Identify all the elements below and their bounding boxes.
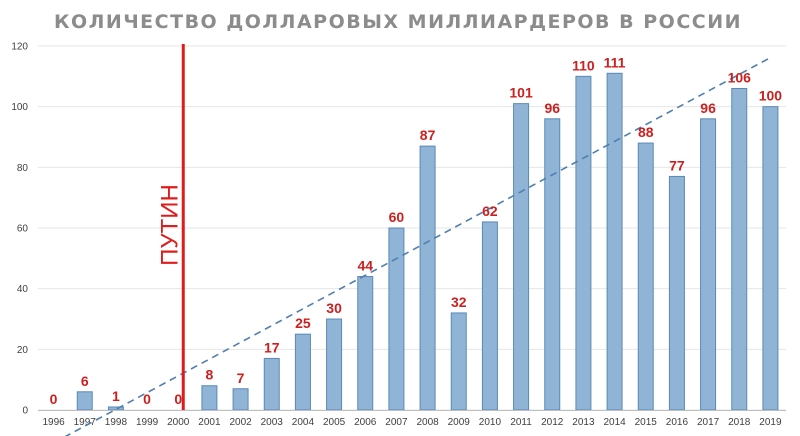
data-label: 96	[544, 100, 560, 116]
y-axis-ticks: 0 20 40 60 80 100 120	[11, 42, 28, 417]
data-label: 7	[237, 370, 245, 386]
y-tick-label: 60	[17, 224, 29, 235]
x-tick-label: 2004	[292, 417, 315, 428]
bar	[481, 221, 498, 411]
data-label: 44	[357, 258, 373, 274]
bar	[419, 145, 436, 411]
bar	[700, 118, 717, 411]
bar	[326, 318, 343, 411]
bar	[637, 142, 654, 411]
bar	[201, 385, 218, 411]
y-tick-label: 120	[11, 42, 28, 53]
data-label: 0	[50, 391, 58, 407]
bar	[762, 106, 779, 411]
data-label: 0	[174, 391, 182, 407]
x-tick-label: 2014	[603, 417, 626, 428]
x-tick-label: 2009	[448, 417, 471, 428]
x-tick-label: 1996	[42, 417, 65, 428]
annotation-label: ПУТИН	[156, 184, 183, 266]
bar	[263, 357, 280, 411]
x-tick-label: 2016	[666, 417, 689, 428]
data-label: 30	[326, 300, 342, 316]
x-axis-ticks: 1996 1997 1998 1999 2000 2001 2002 2003 2004 2005…	[42, 417, 782, 428]
data-label: 1	[112, 388, 120, 404]
bar	[294, 333, 311, 411]
x-tick-label: 2017	[697, 417, 720, 428]
x-tick-label: 2006	[354, 417, 377, 428]
chart-title: КОЛИЧЕСТВО ДОЛЛАРОВЫХ МИЛЛИАРДЕРОВ В РОС…	[54, 11, 742, 33]
data-label: 88	[638, 124, 654, 140]
x-tick-label: 2018	[728, 417, 751, 428]
x-tick-label: 2008	[416, 417, 439, 428]
data-label: 106	[728, 69, 752, 85]
x-tick-label: 1998	[105, 417, 128, 428]
data-label: 87	[420, 127, 436, 143]
y-tick-label: 80	[17, 163, 29, 174]
data-label: 8	[206, 367, 214, 383]
x-tick-label: 2012	[541, 417, 564, 428]
bar	[76, 391, 93, 411]
bars	[76, 72, 779, 411]
y-tick-label: 40	[17, 284, 29, 295]
data-label: 111	[604, 54, 626, 70]
x-tick-label: 2010	[479, 417, 502, 428]
data-label: 0	[143, 391, 151, 407]
x-tick-label: 1999	[136, 417, 159, 428]
data-label: 96	[700, 100, 716, 116]
x-tick-label: 2000	[167, 417, 190, 428]
bar	[450, 312, 467, 411]
x-tick-label: 2013	[572, 417, 595, 428]
x-tick-label: 2007	[385, 417, 408, 428]
bar	[544, 118, 561, 411]
x-tick-label: 2003	[261, 417, 284, 428]
x-tick-label: 2019	[759, 417, 782, 428]
data-label: 32	[451, 294, 467, 310]
x-tick-label: 2011	[510, 417, 532, 428]
bar	[232, 388, 249, 411]
x-tick-label: 2015	[635, 417, 658, 428]
bar	[606, 72, 623, 411]
data-label: 77	[669, 157, 685, 173]
data-label: 62	[482, 203, 498, 219]
y-tick-label: 0	[22, 406, 28, 417]
data-label: 6	[81, 373, 89, 389]
data-label: 17	[264, 339, 280, 355]
trendline	[64, 56, 771, 436]
data-label: 25	[295, 315, 311, 331]
bar	[357, 276, 374, 411]
y-tick-label: 20	[17, 345, 29, 356]
annotation: ПУТИН	[156, 44, 185, 410]
trendline-path	[64, 56, 771, 436]
bar	[513, 103, 530, 411]
data-label: 60	[389, 209, 405, 225]
data-label: 101	[509, 85, 533, 101]
data-label: 110	[572, 57, 595, 73]
bar	[731, 87, 748, 411]
bar	[668, 175, 685, 411]
x-tick-label: 1997	[74, 417, 97, 428]
bar	[575, 75, 592, 411]
data-label: 100	[759, 88, 783, 104]
bar	[388, 227, 405, 411]
x-tick-label: 2005	[323, 417, 346, 428]
y-tick-label: 100	[11, 102, 28, 113]
x-tick-label: 2001	[198, 417, 221, 428]
x-tick-label: 2002	[229, 417, 252, 428]
